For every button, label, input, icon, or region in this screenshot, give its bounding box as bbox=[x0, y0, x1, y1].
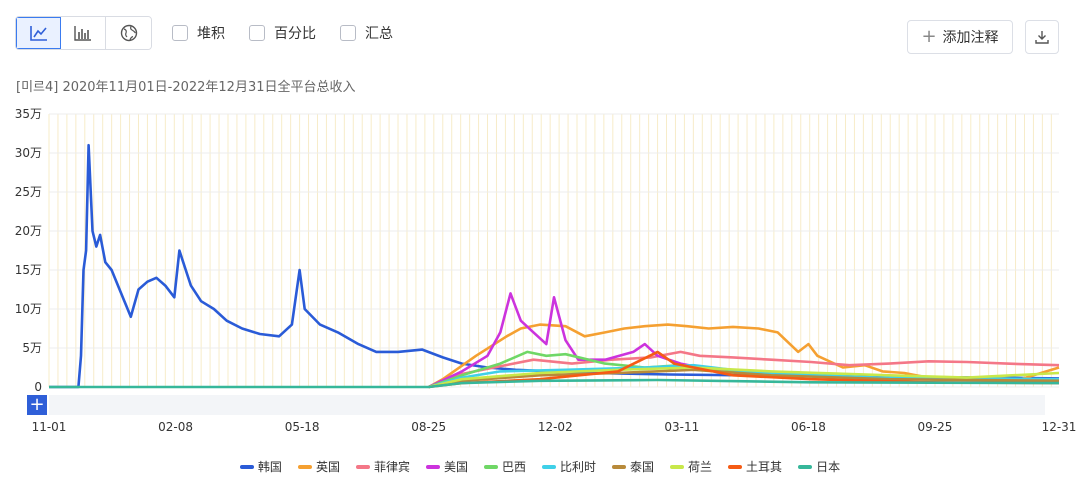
x-tick-label: 08-25 bbox=[411, 420, 446, 434]
y-tick-label: 0 bbox=[34, 380, 42, 394]
globe-icon bbox=[120, 24, 137, 42]
add-annotation-label: 添加注释 bbox=[942, 30, 999, 46]
legend-label: 英国 bbox=[315, 460, 340, 474]
legend-marker bbox=[239, 464, 254, 469]
y-tick-label: 35万 bbox=[15, 107, 42, 121]
y-tick-label: 5万 bbox=[22, 341, 42, 355]
y-tick-label: 10万 bbox=[15, 302, 42, 316]
series-line bbox=[428, 323, 1060, 389]
legend-label: 日本 bbox=[816, 460, 841, 474]
legend-item[interactable]: 日本 bbox=[798, 458, 840, 475]
chart-subtitle: [미르4] 2020年11月01日-2022年12月31日全平台总收入 bbox=[16, 80, 356, 95]
map-view-button[interactable] bbox=[106, 17, 151, 49]
legend-item[interactable]: 泰国 bbox=[612, 458, 654, 475]
bar-chart-view-button[interactable] bbox=[61, 17, 106, 49]
x-tick-label: 12-31 bbox=[1042, 420, 1077, 434]
legend-marker bbox=[542, 464, 556, 469]
x-tick-label: 11-01 bbox=[32, 420, 67, 434]
range-slider-track bbox=[49, 395, 1045, 415]
chart-options: 堆积 百分比 汇总 bbox=[172, 23, 417, 43]
download-button[interactable] bbox=[1025, 20, 1059, 54]
legend-marker bbox=[728, 464, 743, 469]
chart-legend: 韩国 英国 菲律宾 美国 巴西 比利时 泰国 荷兰 土耳其 日本 bbox=[0, 458, 1080, 475]
legend-label: 荷兰 bbox=[688, 460, 713, 474]
legend-label: 韩国 bbox=[257, 460, 282, 474]
summary-checkbox[interactable]: 汇总 bbox=[340, 23, 393, 43]
legend-label: 美国 bbox=[443, 460, 468, 474]
legend-item[interactable]: 比利时 bbox=[542, 458, 596, 475]
download-icon bbox=[1035, 31, 1049, 44]
x-tick-label: 06-18 bbox=[791, 420, 826, 434]
chart-view-switcher bbox=[15, 16, 152, 50]
legend-marker bbox=[425, 464, 440, 469]
legend-marker bbox=[483, 464, 498, 469]
y-tick-label: 30万 bbox=[15, 146, 42, 160]
legend-label: 土耳其 bbox=[746, 460, 783, 474]
checkbox-label: 百分比 bbox=[274, 26, 316, 42]
y-tick-label: 15万 bbox=[15, 263, 42, 277]
legend-marker bbox=[355, 464, 370, 469]
legend-item[interactable]: 巴西 bbox=[483, 458, 526, 475]
checkbox-box[interactable] bbox=[172, 25, 188, 41]
x-tick-label: 03-11 bbox=[664, 420, 699, 434]
series-line bbox=[428, 363, 1060, 389]
legend-marker bbox=[612, 464, 627, 469]
checkbox-label: 堆积 bbox=[197, 26, 225, 42]
checkbox-box[interactable] bbox=[249, 25, 265, 41]
bar-chart-icon bbox=[74, 26, 91, 41]
series-line bbox=[49, 143, 1060, 389]
legend-marker bbox=[670, 464, 685, 469]
line-chart-view-button[interactable] bbox=[16, 17, 61, 49]
series-line bbox=[428, 350, 1060, 389]
x-tick-label: 09-25 bbox=[918, 420, 953, 434]
legend-label: 泰国 bbox=[630, 460, 655, 474]
legend-item[interactable]: 韩国 bbox=[239, 458, 282, 475]
x-tick-label: 05-18 bbox=[285, 420, 320, 434]
legend-item[interactable]: 土耳其 bbox=[728, 458, 782, 475]
x-tick-label: 02-08 bbox=[158, 420, 193, 434]
checkbox-label: 汇总 bbox=[365, 26, 393, 42]
legend-marker bbox=[297, 464, 312, 469]
legend-item[interactable]: 荷兰 bbox=[670, 458, 712, 475]
percent-checkbox[interactable]: 百分比 bbox=[249, 23, 316, 43]
checkbox-box[interactable] bbox=[340, 25, 356, 41]
expand-range-button[interactable]: + bbox=[27, 395, 47, 415]
line-chart-icon bbox=[29, 26, 47, 41]
legend-label: 巴西 bbox=[501, 460, 526, 474]
y-tick-label: 20万 bbox=[15, 224, 42, 238]
legend-item[interactable]: 菲律宾 bbox=[355, 458, 410, 475]
legend-item[interactable]: 美国 bbox=[425, 458, 468, 475]
legend-item[interactable]: 英国 bbox=[297, 458, 340, 475]
series-line bbox=[49, 378, 1060, 389]
legend-label: 菲律宾 bbox=[373, 460, 410, 474]
plus-icon: + bbox=[921, 26, 937, 47]
x-tick-label: 12-02 bbox=[538, 420, 573, 434]
legend-label: 比利时 bbox=[560, 460, 597, 474]
toolbar: 堆积 百分比 汇总 bbox=[15, 16, 417, 50]
stack-checkbox[interactable]: 堆积 bbox=[172, 23, 225, 43]
y-tick-label: 25万 bbox=[15, 185, 42, 199]
add-annotation-button[interactable]: + 添加注释 bbox=[907, 20, 1013, 54]
series-line bbox=[428, 368, 1060, 389]
legend-marker bbox=[798, 464, 813, 469]
